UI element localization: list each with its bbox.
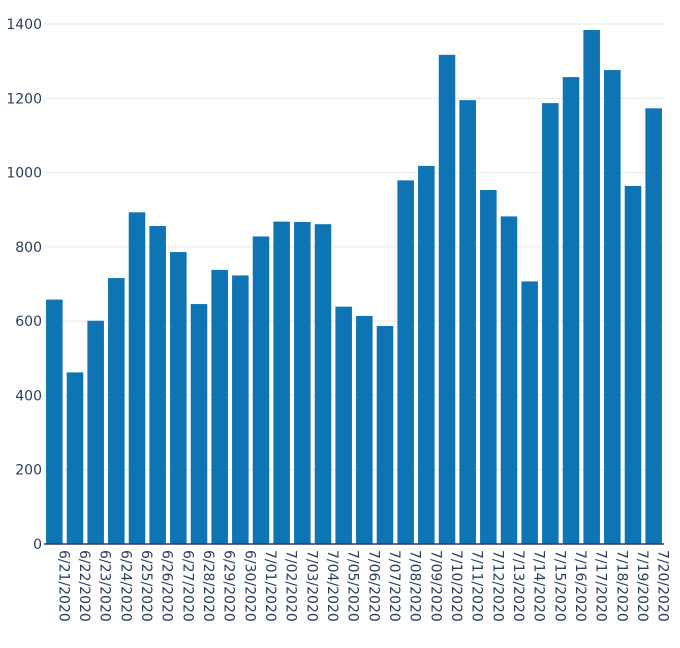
bar: [66, 372, 84, 544]
x-tick-label: 7/19/2020: [634, 550, 650, 622]
bar: [397, 180, 414, 544]
x-tick-label: 7/08/2020: [407, 550, 423, 622]
bar: [645, 108, 662, 544]
x-tick-label: 7/20/2020: [655, 550, 671, 622]
bar: [480, 190, 497, 544]
bars: [46, 29, 662, 545]
x-tick-label: 7/03/2020: [303, 550, 319, 622]
bar: [190, 304, 208, 544]
bar: [604, 70, 621, 544]
y-tick-label: 1400: [6, 17, 42, 33]
bar: [459, 100, 476, 544]
x-tick-label: 6/23/2020: [97, 550, 113, 622]
bar: [87, 320, 104, 544]
y-tick-label: 0: [33, 537, 42, 553]
x-tick-label: 7/09/2020: [427, 550, 443, 622]
bar: [356, 315, 373, 544]
y-tick-label: 400: [15, 388, 42, 404]
bar: [149, 226, 166, 544]
bar: [418, 165, 435, 544]
x-axis: 6/21/2020 6/22/2020 6/23/2020 6/24/2020 6/25…: [44, 543, 671, 622]
x-tick-label: 7/14/2020: [531, 550, 547, 622]
x-tick-label: 6/29/2020: [221, 550, 237, 622]
x-tick-label: 6/25/2020: [138, 550, 154, 622]
bar: [46, 299, 63, 544]
x-tick-label: 6/30/2020: [241, 550, 257, 622]
bar: [438, 54, 456, 544]
bar: [562, 77, 580, 545]
bar: [211, 269, 228, 544]
y-tick-label: 1000: [6, 166, 42, 182]
bar: [500, 216, 518, 544]
x-tick-label: 7/17/2020: [593, 550, 609, 622]
x-tick-label: 7/16/2020: [572, 550, 588, 622]
x-tick-label: 6/27/2020: [179, 550, 195, 622]
bar: [170, 252, 187, 544]
bar: [232, 275, 249, 544]
x-tick-label: 6/22/2020: [76, 550, 92, 622]
y-tick-label: 200: [15, 463, 42, 479]
x-tick-label: 7/10/2020: [448, 550, 464, 622]
x-tick-label: 7/05/2020: [345, 550, 361, 622]
x-tick-label: 7/12/2020: [489, 550, 505, 622]
bar: [314, 224, 332, 544]
bar: [128, 212, 146, 544]
x-tick-label: 7/18/2020: [613, 550, 629, 622]
bar: [294, 221, 311, 544]
bar: [583, 29, 600, 544]
x-tick-label: 6/26/2020: [159, 550, 175, 622]
x-tick-label: 7/06/2020: [365, 550, 381, 622]
x-tick-label: 6/24/2020: [117, 550, 133, 622]
x-tick-label: 7/02/2020: [283, 550, 299, 622]
x-tick-label: 7/15/2020: [551, 550, 567, 622]
bar: [624, 185, 642, 544]
x-tick-label: 6/28/2020: [200, 550, 216, 622]
x-tick-label: 7/13/2020: [510, 550, 526, 622]
bar: [521, 281, 538, 544]
y-tick-label: 600: [15, 314, 42, 330]
y-tick-label: 1200: [6, 91, 42, 107]
x-tick-label: 6/21/2020: [55, 550, 71, 622]
bar: [108, 278, 125, 544]
gridlines: [44, 23, 664, 471]
bar: [273, 221, 290, 544]
y-axis: 0 200 400 600 800 1000 1200 1400: [6, 17, 42, 553]
x-tick-label: 7/01/2020: [262, 550, 278, 622]
bar: [376, 325, 394, 544]
y-tick-label: 800: [15, 240, 42, 256]
x-tick-label: 7/07/2020: [386, 550, 402, 622]
x-tick-label: 7/04/2020: [324, 550, 340, 622]
x-tick-label: 7/11/2020: [469, 550, 485, 622]
bar: [335, 306, 352, 544]
bar: [252, 236, 270, 544]
bar: [542, 103, 559, 545]
